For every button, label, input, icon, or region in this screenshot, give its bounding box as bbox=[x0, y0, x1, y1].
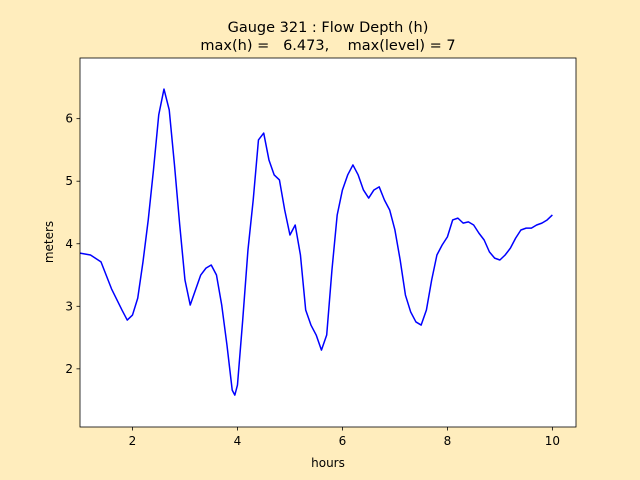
x-tick-label: 2 bbox=[129, 434, 137, 448]
chart-subtitle: max(h) = 6.473, max(level) = 7 bbox=[200, 38, 455, 54]
y-tick-label: 3 bbox=[65, 299, 73, 313]
x-tick-label: 6 bbox=[339, 434, 347, 448]
x-axis-label: hours bbox=[311, 456, 345, 470]
chart-title: Gauge 321 : Flow Depth (h) bbox=[228, 20, 429, 36]
y-tick-label: 6 bbox=[65, 112, 73, 126]
x-tick-label: 8 bbox=[444, 434, 452, 448]
plot-frame bbox=[79, 57, 577, 428]
x-tick-label: 4 bbox=[234, 434, 242, 448]
y-tick-label: 2 bbox=[65, 362, 73, 376]
y-tick-label: 4 bbox=[65, 237, 73, 251]
plot-area bbox=[80, 58, 576, 427]
y-tick-label: 5 bbox=[65, 174, 73, 188]
x-tick-label: 10 bbox=[545, 434, 560, 448]
data-line bbox=[79, 88, 553, 396]
y-axis-label: meters bbox=[42, 221, 56, 263]
